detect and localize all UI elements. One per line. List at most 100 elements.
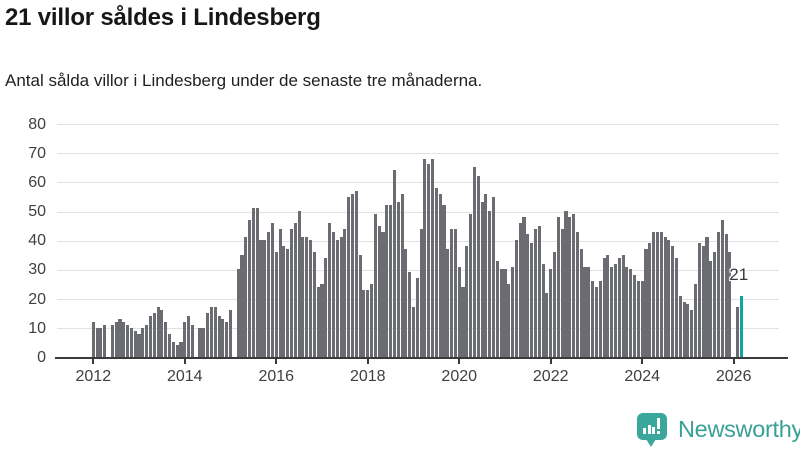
bar — [370, 284, 374, 357]
bar — [545, 292, 549, 357]
bar — [335, 240, 339, 357]
bar — [587, 266, 591, 357]
bar — [625, 266, 629, 357]
bar — [530, 243, 534, 357]
y-axis-tick-label: 0 — [37, 349, 46, 366]
bar — [457, 266, 461, 357]
bar — [263, 240, 267, 357]
bar — [644, 249, 648, 357]
bar — [537, 225, 541, 357]
bar — [183, 321, 187, 357]
x-axis-tick-label: 2024 — [624, 368, 660, 385]
bar — [575, 231, 579, 357]
bar — [198, 327, 202, 357]
bar — [518, 222, 522, 357]
bar — [488, 211, 492, 357]
logo-exclamation-icon — [656, 418, 660, 429]
bar — [663, 237, 667, 357]
bar — [442, 205, 446, 357]
bar — [274, 251, 278, 357]
logo-bar-icon — [652, 427, 655, 434]
bar — [591, 281, 595, 357]
bar — [526, 234, 530, 357]
bar — [95, 327, 99, 357]
x-axis-tick — [732, 359, 735, 364]
bar — [289, 228, 294, 357]
chart-subtitle: Antal sålda villor i Lindesberg under de… — [5, 71, 483, 90]
bar — [671, 246, 675, 357]
bar — [560, 228, 564, 357]
bar — [354, 190, 358, 357]
y-axis-tick-label: 80 — [28, 115, 46, 133]
bar — [636, 281, 640, 357]
bar — [293, 222, 297, 357]
bar — [171, 342, 175, 357]
y-axis-tick-label: 70 — [28, 144, 46, 162]
bar — [202, 327, 206, 357]
bar — [617, 257, 621, 357]
newsworthy-brand-text[interactable]: Newsworthy — [678, 416, 800, 442]
bar — [629, 269, 633, 357]
x-axis-line — [55, 357, 788, 359]
bar — [735, 307, 740, 357]
newsworthy-logo[interactable]: Newsworthy — [637, 413, 800, 447]
bar — [328, 222, 332, 357]
bar — [549, 269, 553, 357]
bar — [286, 249, 290, 357]
bar — [312, 251, 316, 357]
bar — [309, 240, 313, 357]
bar — [564, 211, 568, 357]
bar — [541, 263, 545, 357]
bar — [461, 286, 465, 357]
bar — [659, 231, 663, 357]
bar — [713, 251, 717, 357]
bar — [217, 316, 221, 357]
bar — [667, 240, 671, 357]
x-axis-tick-label: 2016 — [258, 368, 295, 385]
bar — [640, 281, 644, 357]
bar — [533, 228, 537, 357]
y-axis-tick-label: 40 — [28, 232, 46, 250]
x-axis-tick-label: 2018 — [349, 368, 386, 385]
bar — [110, 324, 114, 357]
bar — [236, 269, 240, 357]
bar — [686, 304, 690, 357]
logo-exclamation-dot-icon — [656, 431, 660, 434]
bar — [240, 254, 244, 357]
logo-bar-icon — [647, 425, 651, 434]
x-axis-tick — [366, 359, 369, 364]
logo-bar-icon — [643, 428, 646, 434]
y-gridline — [57, 211, 779, 213]
x-axis-tick-label: 2014 — [166, 368, 203, 385]
bar — [583, 266, 587, 357]
x-axis-tick-label: 2020 — [441, 368, 478, 385]
bar — [419, 228, 423, 357]
bar — [716, 231, 720, 357]
x-axis-tick — [641, 359, 644, 364]
x-axis-tick — [549, 359, 552, 364]
bar — [572, 214, 576, 357]
bar — [114, 321, 118, 357]
bar — [491, 196, 496, 357]
newsworthy-bubble-tail — [646, 439, 656, 447]
bar — [343, 228, 347, 357]
x-axis-tick — [183, 359, 186, 364]
x-axis-tick-label: 2022 — [532, 368, 569, 385]
bar — [598, 281, 602, 357]
bar — [453, 228, 457, 357]
newsworthy-bubble-icon — [637, 413, 667, 440]
bar — [301, 237, 305, 357]
bar — [728, 251, 732, 357]
bar — [324, 257, 328, 357]
bar — [148, 316, 153, 357]
y-gridline — [57, 153, 779, 155]
bar — [411, 307, 416, 357]
bar — [465, 246, 469, 357]
bar — [213, 307, 217, 357]
bar — [503, 269, 507, 357]
bar — [446, 249, 450, 357]
bar — [221, 319, 225, 357]
bar — [682, 301, 686, 357]
x-axis-tick — [458, 359, 461, 364]
bar — [320, 284, 324, 357]
